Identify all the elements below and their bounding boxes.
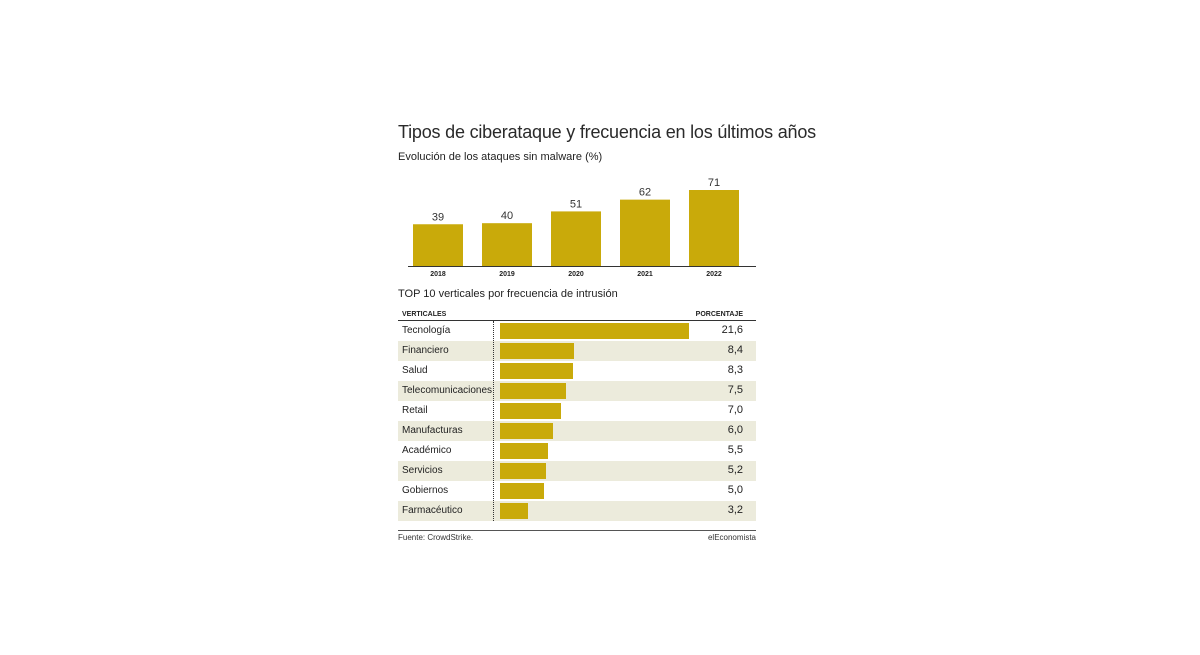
bar-2019 [482, 223, 532, 266]
row-value: 8,3 [727, 364, 743, 376]
table-row: Tecnología 21,6 [398, 321, 756, 341]
row-label: Financiero [402, 345, 449, 356]
row-value: 5,2 [727, 464, 743, 476]
table-row: Servicios 5,2 [398, 461, 756, 481]
ranking-table: Tecnología 21,6 Financiero 8,4 Salud 8,3 Telec… [398, 321, 756, 521]
hbar-9 [500, 503, 528, 519]
table-row: Manufacturas 6,0 [398, 421, 756, 441]
value-label-2021: 62 [639, 187, 651, 199]
row-label: Gobiernos [402, 485, 449, 496]
tick-label-2019: 2019 [499, 271, 515, 278]
row-value: 7,5 [727, 384, 743, 396]
table-row: Farmacéutico 3,2 [398, 501, 756, 521]
row-label: Farmacéutico [402, 505, 463, 516]
publisher-brand: elEconomista [707, 533, 756, 542]
bar-2021 [620, 199, 670, 266]
table-row: Salud 8,3 [398, 361, 756, 381]
row-label: Manufacturas [402, 425, 463, 436]
row-value: 8,4 [727, 344, 743, 356]
infographic: Tipos de ciberataque y frecuencia en los… [398, 0, 816, 655]
row-label: Servicios [402, 465, 443, 476]
bar-2020 [551, 211, 601, 266]
value-label-2020: 51 [570, 198, 582, 210]
label-separator [493, 321, 494, 521]
row-label: Salud [402, 365, 428, 376]
row-label: Telecomunicaciones [402, 385, 493, 396]
row-label: Académico [402, 445, 452, 456]
hbar-7 [500, 463, 546, 479]
tick-label-2018: 2018 [430, 271, 446, 278]
footer-divider [398, 530, 756, 531]
table-row: Telecomunicaciones 7,5 [398, 381, 756, 401]
table-row: Gobiernos 5,0 [398, 481, 756, 501]
hbar-0 [500, 323, 689, 339]
bar-2022 [689, 190, 739, 266]
bar-2018 [413, 224, 463, 266]
column-header-verticales: VERTICALES [402, 311, 447, 318]
chart-title: Tipos de ciberataque y frecuencia en los… [398, 122, 816, 142]
hbar-6 [500, 443, 549, 459]
hbar-2 [500, 363, 573, 379]
header-divider [398, 320, 756, 321]
value-label-2022: 71 [708, 177, 720, 189]
table-row: Retail 7,0 [398, 401, 756, 421]
row-value: 5,0 [727, 484, 743, 496]
row-value: 21,6 [721, 324, 743, 336]
ranking-subtitle: TOP 10 verticales por frecuencia de intr… [398, 288, 618, 300]
row-value: 7,0 [727, 404, 743, 416]
tick-label-2021: 2021 [637, 271, 653, 278]
value-label-2018: 39 [432, 211, 444, 223]
row-label: Tecnología [402, 325, 451, 336]
hbar-1 [500, 343, 574, 359]
tick-label-2020: 2020 [568, 271, 584, 278]
row-label: Retail [402, 405, 428, 416]
tick-label-2022: 2022 [706, 271, 722, 278]
source-note: Fuente: CrowdStrike. [398, 533, 474, 542]
hbar-5 [500, 423, 553, 439]
yearly-bar-chart: 39 2018 40 2019 51 2020 62 2021 71 2022 [408, 177, 756, 278]
hbar-8 [500, 483, 544, 499]
row-value: 5,5 [727, 444, 743, 456]
value-label-2019: 40 [501, 210, 513, 222]
hbar-4 [500, 403, 562, 419]
table-row: Financiero 8,4 [398, 341, 756, 361]
bar-chart-subtitle: Evolución de los ataques sin malware (%) [398, 151, 603, 163]
row-value: 3,2 [727, 504, 743, 516]
hbar-3 [500, 383, 566, 399]
table-row: Académico 5,5 [398, 441, 756, 461]
column-header-porcentaje: PORCENTAJE [695, 311, 743, 318]
row-value: 6,0 [727, 424, 743, 436]
